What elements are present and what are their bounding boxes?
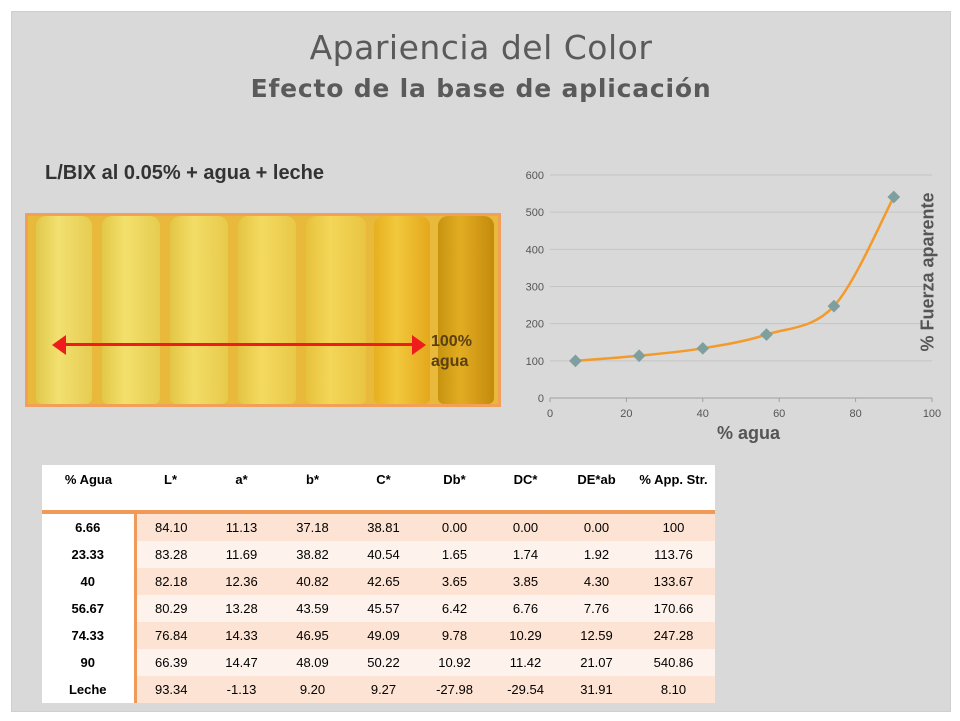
table-separator <box>42 510 715 514</box>
data-point <box>760 328 773 341</box>
header-dc: DC* <box>490 465 561 510</box>
y-tick-label: 400 <box>526 244 544 256</box>
data-point <box>887 190 901 204</box>
photo-label-line1: 100% <box>431 333 472 350</box>
data-point <box>696 341 710 355</box>
x-axis-label: % agua <box>717 423 781 443</box>
y-tick-label: 300 <box>526 282 544 294</box>
photo-caption: L/BIX al 0.05% + agua + leche <box>45 162 325 184</box>
y-tick-label: 600 <box>526 170 544 182</box>
table-row: 40 82.18 12.36 40.82 42.65 3.65 3.85 4.3… <box>42 568 715 595</box>
y-tick-labels: 0 100 200 300 400 500 600 <box>526 170 544 405</box>
photo-label: 100% agua <box>431 332 491 372</box>
slide: Apariencia del Color Efecto de la base d… <box>11 11 951 712</box>
y-tick-label: 500 <box>526 207 544 219</box>
table-row: 56.67 80.29 13.28 43.59 45.57 6.42 6.76 … <box>42 595 715 622</box>
x-tick-label: 40 <box>697 408 709 420</box>
y-tick-label: 0 <box>538 393 544 405</box>
x-tick-label: 20 <box>620 408 632 420</box>
header-b: b* <box>277 465 348 510</box>
vial <box>438 216 494 404</box>
header-l: L* <box>135 465 206 510</box>
table-row: 90 66.39 14.47 48.09 50.22 10.92 11.42 2… <box>42 649 715 676</box>
x-tick-label: 60 <box>773 408 785 420</box>
vial <box>306 216 366 404</box>
table-row: 23.33 83.28 11.69 38.82 40.54 1.65 1.74 … <box>42 541 715 568</box>
vial <box>36 216 92 404</box>
arrow-head-left <box>52 335 66 355</box>
y-tick-label: 100 <box>526 356 544 368</box>
x-tick-label: 80 <box>849 408 861 420</box>
table-row: 6.66 84.10 11.13 37.18 38.81 0.00 0.00 0… <box>42 514 715 541</box>
slide-subtitle: Efecto de la base de aplicación <box>250 74 712 103</box>
chart-grid <box>549 174 933 402</box>
header-a: a* <box>206 465 277 510</box>
header-agua: % Agua <box>42 465 135 510</box>
vials-photo: 100% agua <box>25 213 501 407</box>
vial <box>238 216 296 404</box>
photo-label-line2: agua <box>431 353 469 370</box>
x-tick-labels: 0 20 40 60 80 100 <box>547 408 941 420</box>
header-de: DE*ab <box>561 465 632 510</box>
arrow-head-right <box>412 335 426 355</box>
series-curve <box>575 196 895 363</box>
x-tick-label: 100 <box>923 408 941 420</box>
arrow-line <box>62 343 412 346</box>
vial <box>102 216 160 404</box>
y-axis-label: % Fuerza aparente <box>917 192 938 352</box>
table-header-row: % Agua L* a* b* C* Db* DC* DE*ab % App. … <box>42 465 715 510</box>
data-point <box>632 349 646 363</box>
header-app-str: % App. Str. <box>632 465 715 510</box>
header-c: C* <box>348 465 419 510</box>
y-tick-label: 200 <box>526 319 544 331</box>
vial <box>374 216 430 404</box>
colorimetry-table: % Agua L* a* b* C* Db* DC* DE*ab % App. … <box>42 465 715 703</box>
line-chart: 0 100 200 300 400 500 600 0 20 40 60 80 100 <box>526 170 942 420</box>
table-row: 74.33 76.84 14.33 46.95 49.09 9.78 10.29… <box>42 622 715 649</box>
series-points <box>569 190 901 368</box>
data-point <box>569 354 582 368</box>
header-db: Db* <box>419 465 490 510</box>
slide-title: Apariencia del Color <box>309 28 653 67</box>
vial <box>170 216 228 404</box>
table-row: Leche 93.34 -1.13 9.20 9.27 -27.98 -29.5… <box>42 676 715 703</box>
x-tick-label: 0 <box>547 408 553 420</box>
